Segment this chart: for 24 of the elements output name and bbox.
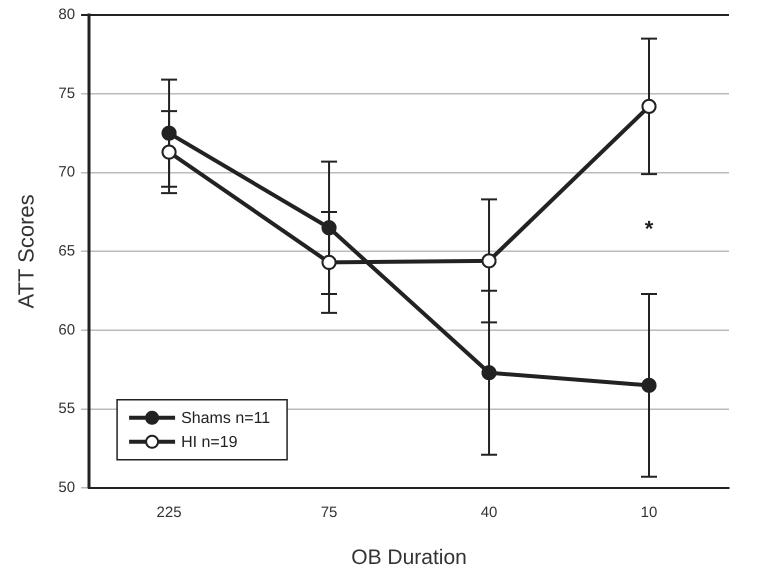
y-tick-label: 55: [58, 400, 76, 418]
y-tick-label: 80: [58, 6, 76, 24]
x-tick-label: 75: [320, 504, 338, 521]
x-tick-label: 40: [480, 504, 498, 521]
x-tick-label: 225: [156, 504, 182, 521]
y-axis-title: ATT Scores: [13, 194, 38, 308]
point: [322, 220, 337, 236]
y-tick-label: 70: [58, 164, 76, 181]
point: [482, 253, 497, 268]
y-tick-label: 60: [58, 321, 76, 338]
point: [322, 254, 337, 270]
y-tick-label: 75: [58, 84, 76, 102]
y-tick-label: 50: [58, 478, 76, 496]
y-tick-label: 65: [58, 242, 76, 260]
legend-label: Shams n=11: [181, 410, 270, 428]
point: [642, 98, 657, 114]
point: [162, 144, 177, 160]
point: [642, 378, 657, 393]
point: [482, 365, 497, 380]
annotation: *: [644, 216, 654, 242]
x-tick-label: 10: [640, 504, 658, 521]
x-axis-title: OB Duration: [351, 546, 467, 570]
legend-label: HI n=19: [181, 434, 238, 452]
point: [162, 126, 177, 141]
